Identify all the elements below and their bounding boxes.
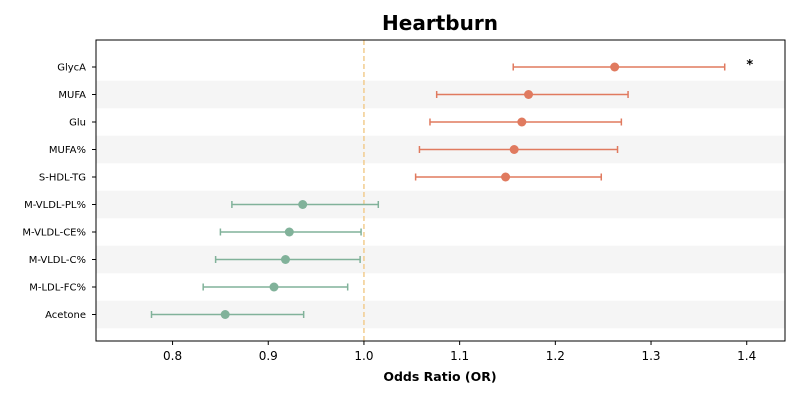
plot-frame xyxy=(95,39,786,342)
estimate-glu xyxy=(429,117,623,127)
estimate-glyca: * xyxy=(512,58,753,73)
y-tick-label: M-LDL-FC% xyxy=(29,283,86,294)
estimate-mufa xyxy=(435,90,629,99)
x-tick-label: 1.3 xyxy=(641,349,660,363)
row-band xyxy=(96,245,785,274)
point-estimate xyxy=(517,117,527,127)
estimate-m-vldl-pl- xyxy=(231,200,380,209)
y-tick-label: MUFA xyxy=(58,90,86,101)
point-estimate xyxy=(610,62,620,72)
row-band xyxy=(96,190,785,219)
point-estimate xyxy=(501,172,511,182)
estimate-s-hdl-tg xyxy=(414,172,603,182)
y-tick-label: Acetone xyxy=(45,310,86,321)
y-tick-label: M-VLDL-CE% xyxy=(22,228,86,239)
x-tick-label: 1.4 xyxy=(737,349,756,363)
data-marks: * xyxy=(150,58,753,319)
point-estimate xyxy=(220,310,230,319)
point-estimate xyxy=(509,145,519,154)
point-estimate xyxy=(524,90,534,99)
x-tick-label: 1.0 xyxy=(354,349,373,363)
y-tick-label: Glu xyxy=(69,118,86,129)
estimate-acetone xyxy=(150,310,305,319)
point-estimate xyxy=(280,255,290,264)
point-estimate xyxy=(284,227,294,237)
y-tick-label: M-VLDL-C% xyxy=(29,255,86,266)
y-tick-label: S-HDL-TG xyxy=(39,173,86,184)
y-axis: GlycA MUFA Glu MUFA% S-HDL-TG M-VLDL-PL% M-VLD… xyxy=(22,63,96,321)
x-tick-label: 1.1 xyxy=(450,349,469,363)
chart-title: Heartburn xyxy=(382,11,498,35)
y-tick-label: MUFA% xyxy=(49,145,86,156)
significance-marker: * xyxy=(746,58,753,73)
x-tick-label: 0.8 xyxy=(163,349,182,363)
row-bands xyxy=(96,80,785,329)
estimate-m-vldl-c- xyxy=(214,255,361,264)
point-estimate xyxy=(269,282,279,292)
point-estimate xyxy=(298,200,308,209)
estimate-mufa- xyxy=(418,145,619,154)
estimate-m-ldl-fc- xyxy=(202,282,349,292)
y-tick-label: GlycA xyxy=(57,63,86,74)
y-tick-label: M-VLDL-PL% xyxy=(24,200,86,211)
x-axis: 0.8 0.9 1.0 1.1 1.2 1.3 1.4 xyxy=(163,341,756,363)
estimate-m-vldl-ce- xyxy=(219,227,362,237)
x-tick-label: 0.9 xyxy=(259,349,278,363)
x-tick-label: 1.2 xyxy=(546,349,565,363)
x-axis-label: Odds Ratio (OR) xyxy=(383,369,496,384)
